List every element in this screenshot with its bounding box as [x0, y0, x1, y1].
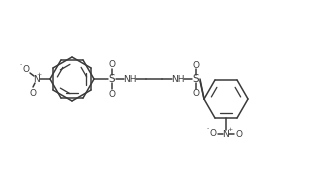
- Text: NH: NH: [123, 75, 137, 84]
- Text: O: O: [23, 65, 29, 73]
- Text: O: O: [192, 89, 199, 97]
- Text: +: +: [36, 71, 42, 76]
- Text: O: O: [108, 60, 115, 68]
- Text: -: -: [207, 126, 209, 132]
- Text: O: O: [192, 60, 199, 70]
- Text: N: N: [223, 130, 230, 139]
- Text: -: -: [20, 62, 22, 68]
- Text: O: O: [29, 89, 36, 97]
- Text: +: +: [227, 126, 233, 132]
- Text: S: S: [193, 74, 199, 84]
- Text: S: S: [109, 74, 115, 84]
- Text: O: O: [236, 130, 243, 139]
- Text: N: N: [33, 75, 39, 84]
- Text: NH: NH: [171, 75, 185, 84]
- Text: O: O: [108, 89, 115, 99]
- Text: O: O: [210, 129, 217, 138]
